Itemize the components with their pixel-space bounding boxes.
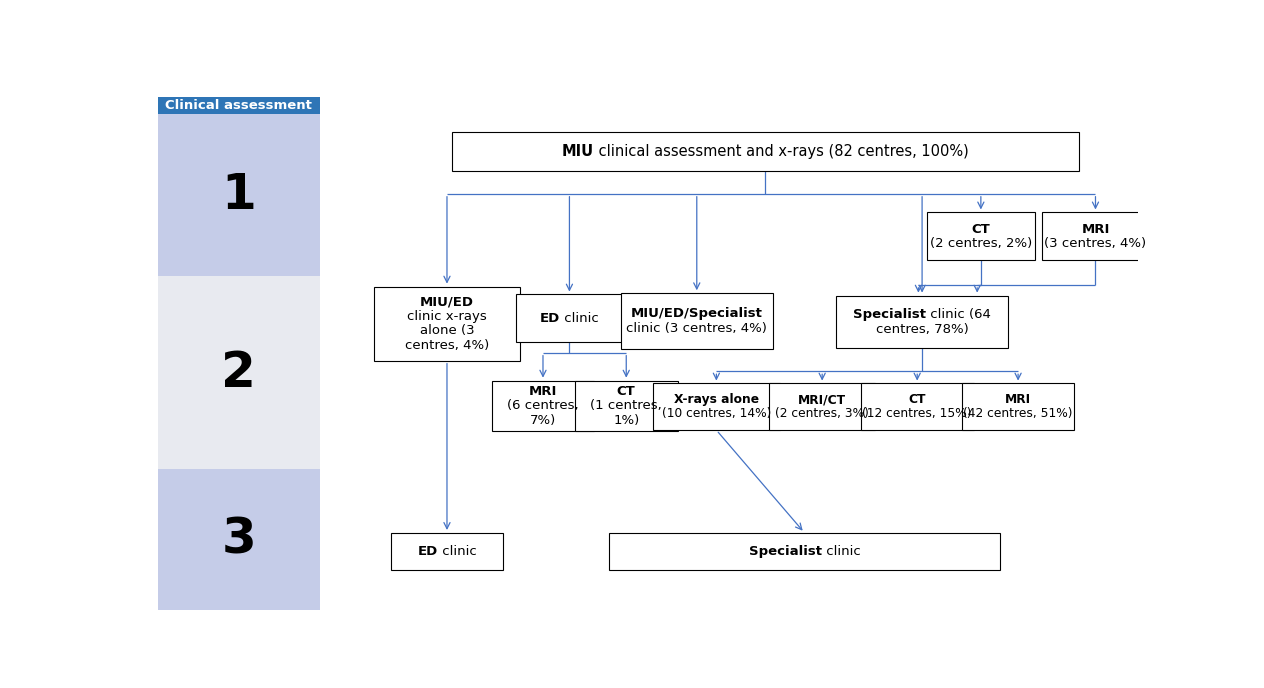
Text: centres, 78%): centres, 78%): [876, 323, 968, 336]
Text: (12 centres, 15%): (12 centres, 15%): [862, 407, 972, 420]
Text: MIU/ED: MIU/ED: [420, 296, 474, 309]
Text: clinic: clinic: [437, 545, 477, 558]
Text: centres, 4%): centres, 4%): [404, 338, 489, 352]
Text: Specialist: Specialist: [853, 308, 927, 321]
Text: clinic (3 centres, 4%): clinic (3 centres, 4%): [627, 321, 767, 334]
Text: clinic: clinic: [822, 545, 861, 558]
Text: (6 centres,: (6 centres,: [507, 399, 579, 412]
Text: Specialist: Specialist: [748, 545, 822, 558]
Bar: [861, 383, 973, 430]
Text: (2 centres, 3%): (2 centres, 3%): [775, 407, 870, 420]
Bar: [158, 98, 320, 114]
Text: 1%): 1%): [613, 413, 640, 427]
Text: alone (3: alone (3: [420, 324, 474, 337]
Bar: [609, 533, 1001, 570]
Text: ED: ED: [540, 312, 560, 325]
Text: (3 centres, 4%): (3 centres, 4%): [1044, 237, 1146, 250]
Bar: [927, 213, 1035, 260]
Bar: [770, 383, 875, 430]
Text: MRI/CT: MRI/CT: [798, 393, 846, 406]
Text: MRI: MRI: [1081, 222, 1110, 235]
Text: ED: ED: [417, 545, 437, 558]
Text: MIU/ED/Specialist: MIU/ED/Specialist: [631, 308, 762, 321]
Bar: [374, 286, 521, 361]
Text: 3: 3: [221, 515, 257, 563]
Text: X-rays alone: X-rays alone: [674, 393, 758, 406]
Bar: [837, 296, 1007, 349]
Text: (1 centres,: (1 centres,: [590, 399, 662, 412]
Text: 7%): 7%): [530, 413, 556, 427]
Bar: [575, 380, 678, 431]
Bar: [962, 383, 1074, 430]
Bar: [391, 533, 503, 570]
Text: CT: CT: [909, 393, 927, 406]
Text: (42 centres, 51%): (42 centres, 51%): [963, 407, 1073, 420]
Bar: [516, 294, 623, 342]
Text: CT: CT: [617, 385, 636, 398]
Bar: [652, 383, 780, 430]
Bar: [453, 132, 1079, 171]
Bar: [621, 293, 772, 349]
Text: clinic x-rays: clinic x-rays: [407, 310, 487, 323]
Text: clinic: clinic: [560, 312, 599, 325]
Text: (2 centres, 2%): (2 centres, 2%): [930, 237, 1031, 250]
Text: clinical assessment and x-rays (82 centres, 100%): clinical assessment and x-rays (82 centr…: [594, 144, 968, 159]
Bar: [158, 469, 320, 610]
Bar: [492, 380, 594, 431]
Text: 1: 1: [221, 171, 257, 219]
Text: MIU: MIU: [562, 144, 594, 159]
Bar: [158, 276, 320, 469]
Bar: [158, 114, 320, 276]
Text: Clinical assessment: Clinical assessment: [166, 99, 312, 112]
Text: clinic (64: clinic (64: [927, 308, 991, 321]
Text: CT: CT: [972, 222, 990, 235]
Bar: [1042, 213, 1149, 260]
Text: (10 centres, 14%): (10 centres, 14%): [661, 407, 771, 420]
Text: MRI: MRI: [1005, 393, 1031, 406]
Text: 2: 2: [221, 349, 257, 396]
Text: MRI: MRI: [528, 385, 557, 398]
